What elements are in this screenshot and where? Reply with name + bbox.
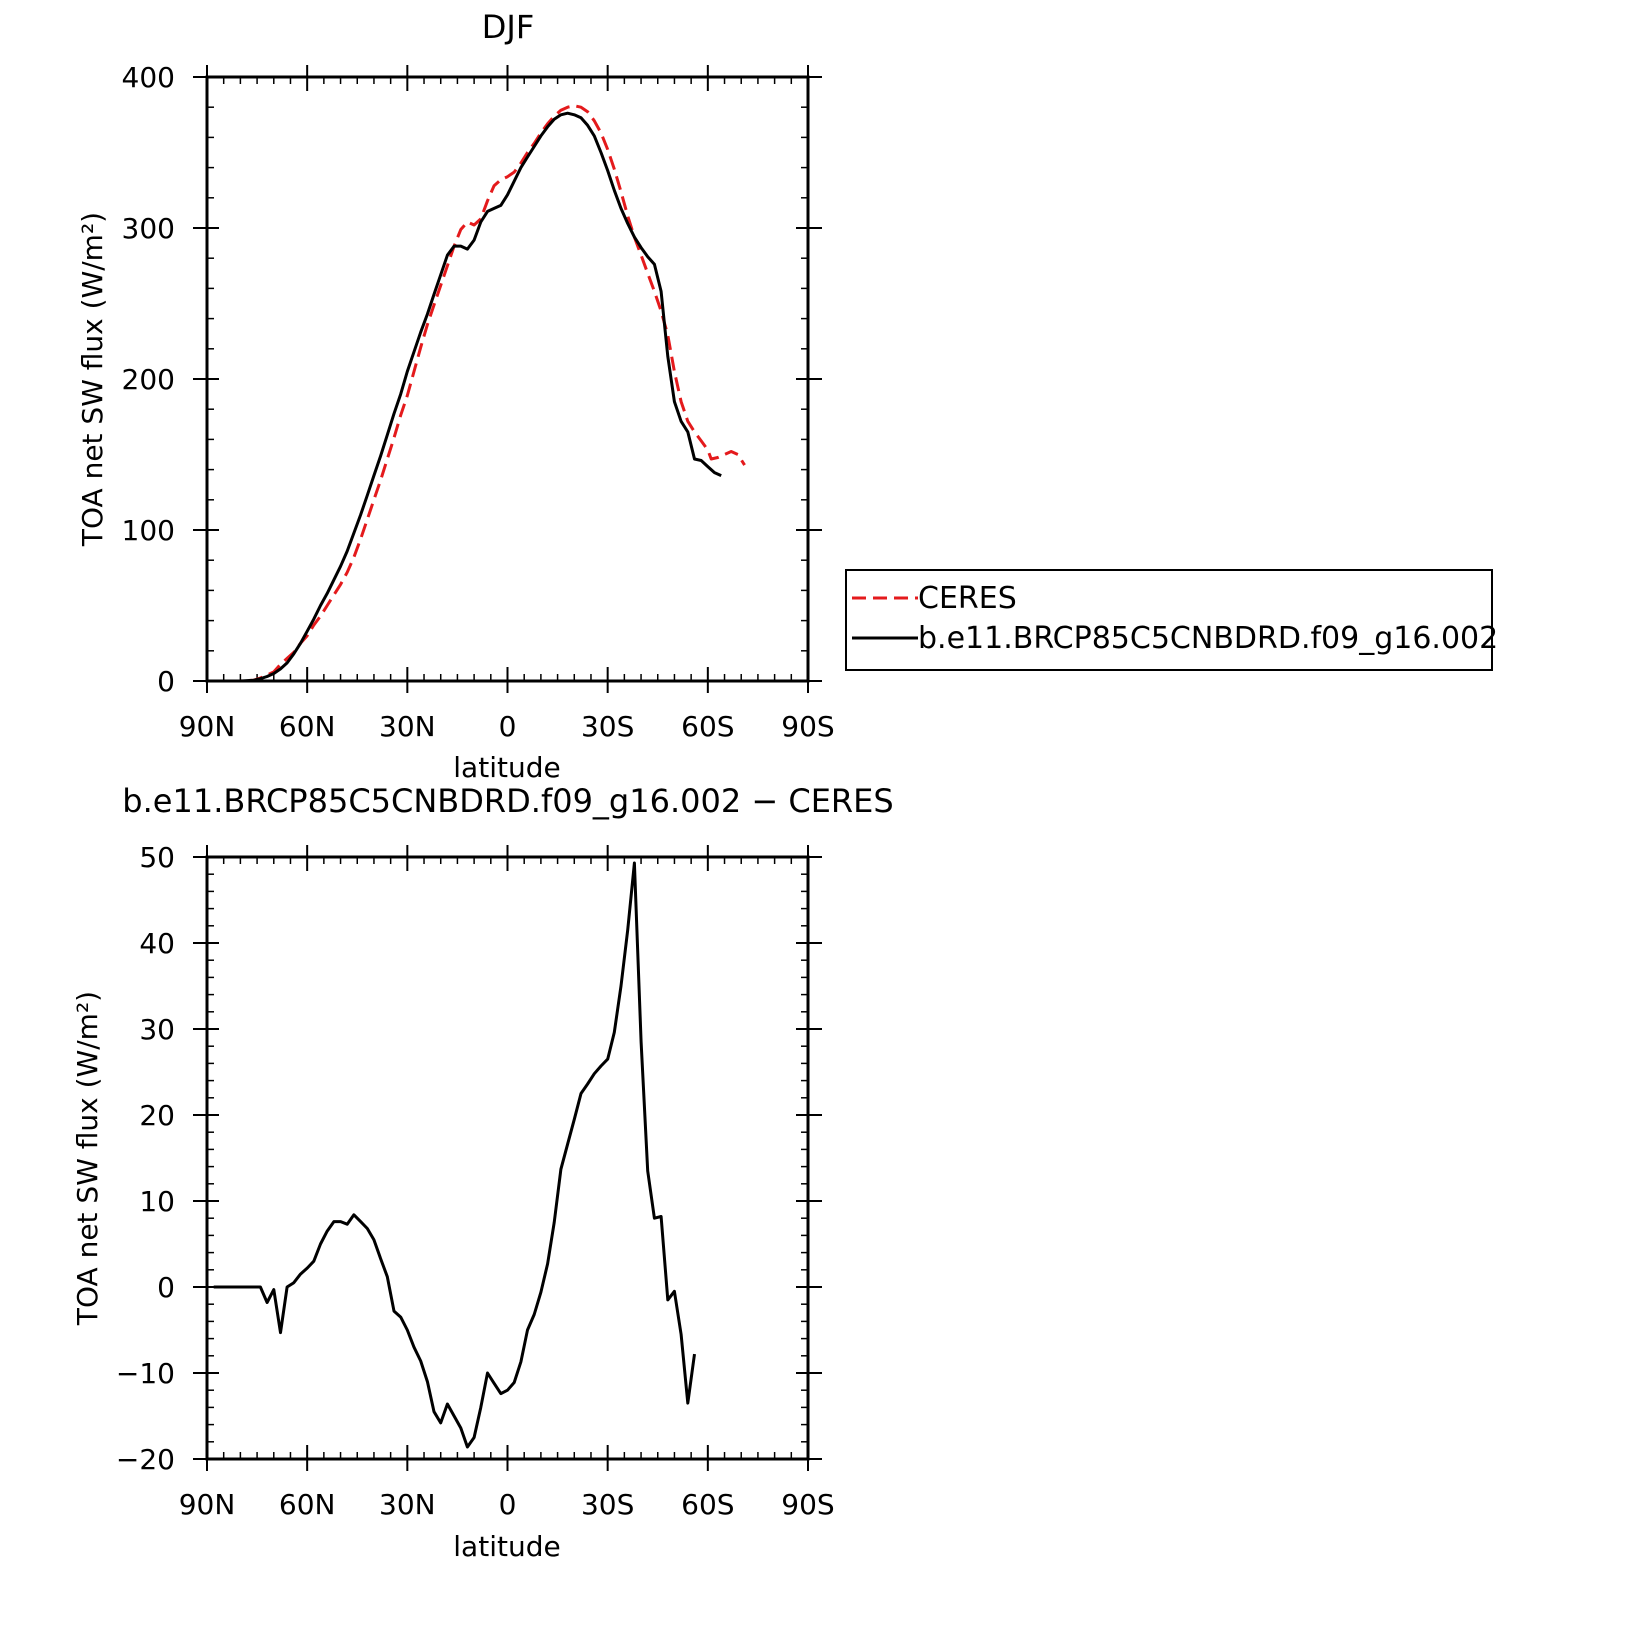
y-tick-label: 20 bbox=[139, 1099, 175, 1132]
y-tick-label: 10 bbox=[139, 1185, 175, 1218]
top-ticks bbox=[193, 65, 822, 693]
legend-entry-ceres: CERES bbox=[918, 581, 1017, 616]
x-tick-label: 30N bbox=[379, 710, 436, 743]
top-series-line-ceres bbox=[207, 104, 746, 683]
bottom-y-tick-labels: −20 −10 0 10 20 30 40 50 bbox=[116, 841, 175, 1476]
top-x-axis-label: latitude bbox=[453, 751, 560, 784]
y-tick-label: 50 bbox=[139, 841, 175, 874]
y-tick-label: 30 bbox=[139, 1013, 175, 1046]
top-x-tick-labels: 90N 60N 30N 0 30S 60S 90S bbox=[179, 710, 835, 743]
x-tick-label: 60N bbox=[279, 1488, 336, 1521]
top-y-axis-label: TOA net SW flux (W/m²) bbox=[76, 212, 109, 547]
y-tick-label: 200 bbox=[122, 363, 175, 396]
x-tick-label: 0 bbox=[499, 710, 517, 743]
legend: CERES b.e11.BRCP85C5CNBDRD.f09_g16.002 bbox=[845, 569, 1498, 671]
top-panel: DJF 90N 60N 30N 0 30S 60S 90S 0 100 200 300 400 la… bbox=[76, 8, 1498, 784]
x-tick-label: 30S bbox=[581, 1488, 634, 1521]
bottom-ticks bbox=[193, 845, 822, 1471]
y-tick-label: −20 bbox=[116, 1443, 175, 1476]
y-tick-label: 0 bbox=[157, 665, 175, 698]
top-plot-frame bbox=[205, 75, 810, 683]
y-tick-label: 40 bbox=[139, 927, 175, 960]
bottom-y-axis-label: TOA net SW flux (W/m²) bbox=[71, 991, 104, 1326]
x-tick-label: 0 bbox=[499, 1488, 517, 1521]
y-tick-label: −10 bbox=[116, 1357, 175, 1390]
top-series-line-model bbox=[207, 111, 722, 683]
x-tick-label: 60N bbox=[279, 710, 336, 743]
x-tick-label: 90S bbox=[781, 710, 834, 743]
bottom-panel: b.e11.BRCP85C5CNBDRD.f09_g16.002 − CERES… bbox=[71, 782, 894, 1563]
x-tick-label: 90N bbox=[179, 1488, 236, 1521]
x-tick-label: 90S bbox=[781, 1488, 834, 1521]
bottom-x-axis-label: latitude bbox=[453, 1530, 560, 1563]
x-tick-label: 60S bbox=[681, 710, 734, 743]
bottom-series-line-difference bbox=[213, 861, 696, 1449]
y-tick-label: 400 bbox=[122, 61, 175, 94]
bottom-series-group bbox=[213, 861, 696, 1449]
x-tick-label: 30S bbox=[581, 710, 634, 743]
x-tick-label: 90N bbox=[179, 710, 236, 743]
y-tick-label: 100 bbox=[122, 514, 175, 547]
y-tick-label: 0 bbox=[157, 1271, 175, 1304]
legend-box bbox=[845, 569, 1493, 671]
bottom-plot-frame bbox=[205, 855, 810, 1461]
legend-entry-model: b.e11.BRCP85C5CNBDRD.f09_g16.002 bbox=[918, 621, 1498, 656]
bottom-chart-title: b.e11.BRCP85C5CNBDRD.f09_g16.002 − CERES bbox=[122, 782, 893, 820]
bottom-x-tick-labels: 90N 60N 30N 0 30S 60S 90S bbox=[179, 1488, 835, 1521]
top-y-tick-labels: 0 100 200 300 400 bbox=[122, 61, 175, 698]
top-chart-title: DJF bbox=[482, 8, 534, 46]
x-tick-label: 30N bbox=[379, 1488, 436, 1521]
y-tick-label: 300 bbox=[122, 212, 175, 245]
x-tick-label: 60S bbox=[681, 1488, 734, 1521]
top-series-group bbox=[207, 104, 746, 683]
